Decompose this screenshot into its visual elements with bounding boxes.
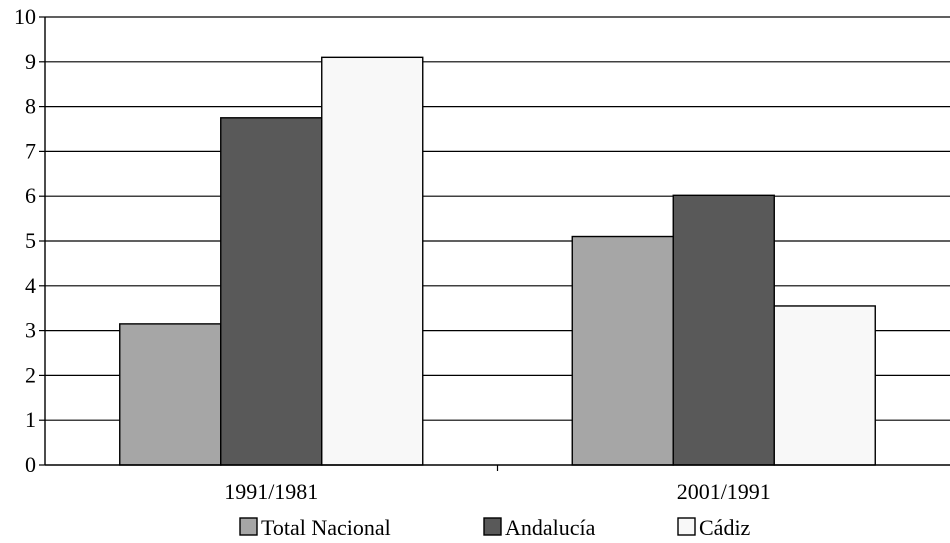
legend-swatch-andaluc-a — [483, 517, 502, 536]
y-tick-label: 10 — [14, 4, 36, 29]
y-tick-label: 5 — [25, 228, 36, 253]
bars — [119, 56, 876, 466]
axes — [39, 16, 950, 471]
legend: Total Nacional Andalucía Cádiz — [239, 515, 751, 540]
x-category-label: 1991/1981 — [224, 479, 318, 504]
y-tick-label: 6 — [25, 183, 36, 208]
bar-total-nacional-2001-1991 — [571, 235, 674, 466]
y-tick-label: 4 — [25, 273, 36, 298]
bar-andaluc-a-2001-1991 — [672, 194, 775, 466]
legend-swatch-total-nacional — [239, 517, 258, 536]
legend-label: Total Nacional — [261, 515, 391, 540]
y-tick-label: 1 — [25, 407, 36, 432]
bar-c-diz-1991-1981 — [321, 56, 424, 466]
bar-c-diz-2001-1991 — [773, 305, 876, 466]
x-category-labels: 1991/1981 2001/1991 — [224, 479, 771, 504]
legend-label: Andalucía — [505, 515, 596, 540]
bar-andaluc-a-1991-1981 — [220, 117, 323, 466]
y-tick-label: 2 — [25, 362, 36, 387]
y-tick-label: 8 — [25, 94, 36, 119]
y-tick-label: 3 — [25, 318, 36, 343]
y-tick-labels: 0 1 2 3 4 5 6 7 8 9 10 — [14, 4, 36, 477]
y-tick-label: 9 — [25, 49, 36, 74]
y-tick-label: 7 — [25, 138, 36, 163]
bar-total-nacional-1991-1981 — [119, 323, 222, 466]
y-tick-label: 0 — [25, 452, 36, 477]
legend-swatch-c-diz — [677, 517, 696, 536]
x-category-label: 2001/1991 — [677, 479, 771, 504]
legend-label: Cádiz — [699, 515, 751, 540]
